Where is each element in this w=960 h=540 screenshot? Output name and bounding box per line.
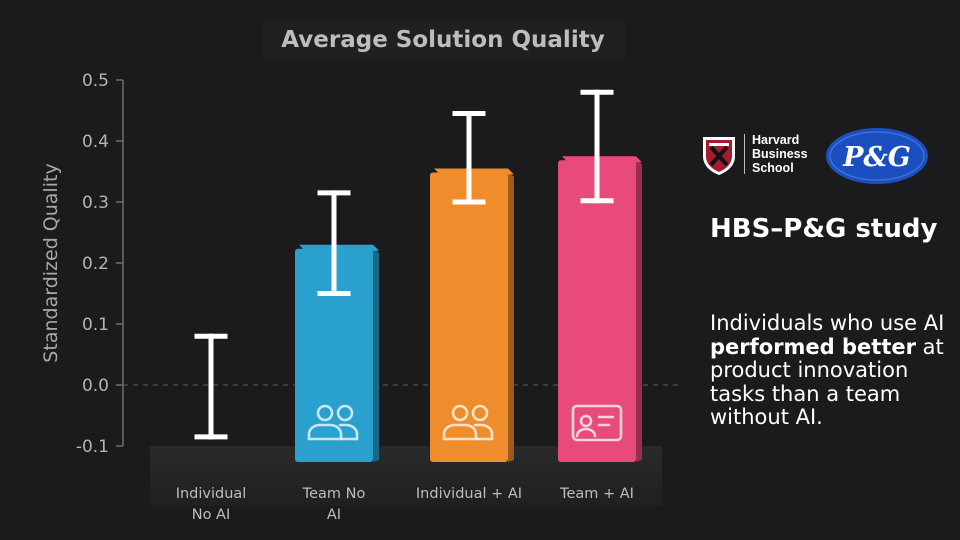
- x-tick-label: Team No: [302, 486, 366, 502]
- icon-body: [473, 423, 494, 441]
- side-panel: Harvard Business School P&G HBS–P&G stud…: [700, 0, 960, 540]
- y-axis-label: Standardized Quality: [40, 163, 62, 362]
- chart-title: Average Solution Quality: [281, 27, 604, 53]
- title-backdrop: [262, 20, 626, 58]
- y-tick-label: 0.5: [82, 71, 109, 91]
- hbs-wordmark: Harvard Business School: [752, 133, 808, 175]
- bar-group: [430, 111, 514, 462]
- icon-body: [442, 423, 478, 441]
- bar-side: [636, 160, 642, 462]
- bar-group: [558, 89, 642, 462]
- study-text-bold: performed better: [710, 334, 916, 359]
- study-description: Individuals who use AI performed better …: [710, 311, 950, 430]
- study-title: HBS–P&G study: [710, 214, 938, 244]
- icon-head: [316, 404, 334, 422]
- hbs-shield-icon: [703, 137, 735, 175]
- pg-logo: P&G: [826, 128, 928, 184]
- bar: [430, 172, 508, 462]
- study-text-after: at product innovation tasks than a team …: [710, 334, 944, 429]
- x-tick-label: Individual + AI: [416, 486, 522, 502]
- pg-logo-text: P&G: [842, 142, 911, 173]
- bar: [295, 248, 373, 462]
- hbs-line-1: Harvard: [752, 133, 800, 147]
- bar-group: [194, 333, 228, 440]
- hbs-divider: [744, 134, 745, 174]
- bar: [558, 160, 636, 462]
- y-tick-label: 0.1: [82, 315, 109, 335]
- y-tick-label: 0.0: [82, 376, 109, 396]
- x-tick-label: Team + AI: [559, 486, 634, 502]
- x-tick-label: AI: [327, 507, 341, 523]
- icon-head: [471, 404, 489, 422]
- bar-side: [508, 172, 514, 462]
- icon-body: [307, 423, 343, 441]
- x-tick-label: No AI: [192, 507, 231, 523]
- y-tick-label: 0.2: [82, 254, 109, 274]
- icon-body: [338, 423, 359, 441]
- x-tick-label: Individual: [176, 486, 247, 502]
- icon-screen: [571, 404, 623, 442]
- bar-group: [295, 190, 379, 462]
- y-tick-label: 0.4: [82, 132, 109, 152]
- icon-head: [336, 404, 354, 422]
- icon-body: [575, 427, 597, 438]
- y-tick-label: -0.1: [76, 437, 109, 457]
- y-tick-label: 0.3: [82, 193, 109, 213]
- hbs-line-2: Business: [752, 147, 808, 161]
- logos: Harvard Business School P&G: [700, 126, 940, 186]
- bar-side: [373, 248, 379, 462]
- icon-head: [451, 404, 469, 422]
- study-text-before: Individuals who use AI: [710, 311, 945, 335]
- hbs-line-3: School: [752, 161, 794, 175]
- chart: Average Solution Quality Standardized Qu…: [40, 20, 680, 523]
- icon-head: [579, 414, 593, 428]
